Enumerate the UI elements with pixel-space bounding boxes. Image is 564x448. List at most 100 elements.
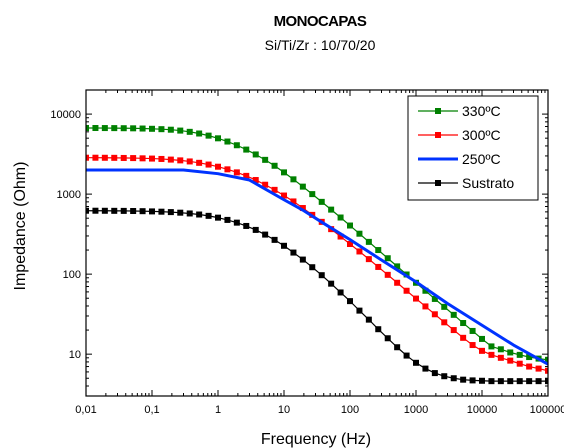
- data-point: [177, 157, 184, 164]
- data-point: [149, 208, 155, 215]
- series-line: [86, 210, 548, 382]
- data-point: [149, 125, 155, 132]
- y-tick-label: 1000: [57, 189, 81, 201]
- data-point: [130, 125, 137, 132]
- data-point: [139, 125, 146, 132]
- data-point: [545, 356, 548, 363]
- data-point: [516, 360, 523, 367]
- data-point: [516, 378, 523, 385]
- data-point: [252, 151, 259, 158]
- legend-swatch-marker: [435, 132, 441, 138]
- data-point: [347, 222, 353, 229]
- data-point: [526, 354, 533, 361]
- data-point: [92, 125, 99, 132]
- y-tick-label: 100: [63, 269, 81, 281]
- data-point: [431, 295, 438, 302]
- data-point: [252, 226, 259, 233]
- data-point: [469, 342, 476, 349]
- data-point: [271, 236, 278, 243]
- x-tick-label: 100000: [530, 404, 564, 416]
- data-point: [431, 370, 438, 377]
- data-point: [422, 365, 429, 372]
- legend-label: 250ºC: [462, 151, 501, 167]
- data-point: [111, 207, 118, 214]
- data-point: [92, 154, 99, 161]
- data-point: [356, 248, 363, 255]
- data-point: [271, 186, 278, 193]
- x-tick-label: 0,1: [144, 404, 159, 416]
- data-point: [526, 378, 533, 385]
- data-point: [299, 205, 306, 212]
- data-point: [271, 162, 278, 169]
- x-tick-label: 100: [341, 404, 359, 416]
- data-point: [403, 287, 410, 294]
- data-point: [460, 334, 467, 341]
- data-point: [497, 378, 504, 385]
- data-point: [431, 311, 438, 318]
- data-point: [497, 346, 504, 353]
- data-point: [111, 125, 118, 132]
- data-point: [215, 163, 221, 170]
- data-point: [450, 375, 457, 382]
- data-point: [535, 378, 542, 385]
- data-point: [205, 212, 212, 219]
- data-point: [497, 354, 504, 361]
- data-point: [233, 142, 240, 149]
- data-point: [186, 128, 193, 135]
- data-point: [488, 378, 495, 385]
- series-line: [86, 168, 548, 366]
- data-point: [139, 208, 146, 215]
- data-point: [290, 198, 297, 205]
- data-point: [196, 130, 203, 137]
- x-tick-label: 0,01: [75, 404, 96, 416]
- data-point: [403, 352, 410, 359]
- data-point: [375, 326, 382, 333]
- data-point: [384, 271, 391, 278]
- data-point: [441, 373, 448, 380]
- data-point: [86, 207, 89, 214]
- data-point: [469, 327, 476, 334]
- data-point: [328, 280, 335, 287]
- data-point: [479, 335, 485, 342]
- data-point: [309, 191, 316, 198]
- data-point: [130, 208, 137, 215]
- data-point: [441, 303, 448, 310]
- data-point: [233, 169, 240, 176]
- data-point: [111, 154, 118, 161]
- data-point: [262, 231, 269, 238]
- data-point: [516, 351, 523, 358]
- data-point: [365, 256, 372, 263]
- data-point: [347, 298, 353, 305]
- data-point: [507, 349, 514, 356]
- data-point: [507, 378, 514, 385]
- data-point: [281, 242, 287, 249]
- data-point: [205, 161, 212, 168]
- data-point: [356, 230, 363, 237]
- data-point: [290, 176, 297, 183]
- data-point: [460, 376, 467, 383]
- data-point: [167, 126, 174, 133]
- data-point: [130, 155, 137, 162]
- data-point: [328, 206, 335, 213]
- legend: 330ºC 300ºC 250ºC Sustrato: [407, 95, 539, 201]
- legend-label: 330ºC: [462, 103, 501, 119]
- legend-swatch-marker: [435, 108, 441, 114]
- data-point: [384, 255, 391, 262]
- data-point: [469, 377, 476, 384]
- data-point: [347, 241, 353, 248]
- data-point: [299, 183, 306, 190]
- y-tick-label: 10: [69, 349, 81, 361]
- data-point: [422, 303, 429, 310]
- data-point: [262, 156, 269, 163]
- data-point: [394, 279, 401, 286]
- data-point: [86, 125, 89, 132]
- legend-label: 300ºC: [462, 127, 501, 143]
- y-tick-label: 10000: [50, 109, 81, 121]
- data-point: [243, 222, 250, 229]
- data-point: [86, 154, 89, 161]
- data-point: [177, 209, 184, 216]
- data-point: [422, 287, 429, 294]
- data-point: [167, 209, 174, 216]
- data-point: [488, 343, 495, 350]
